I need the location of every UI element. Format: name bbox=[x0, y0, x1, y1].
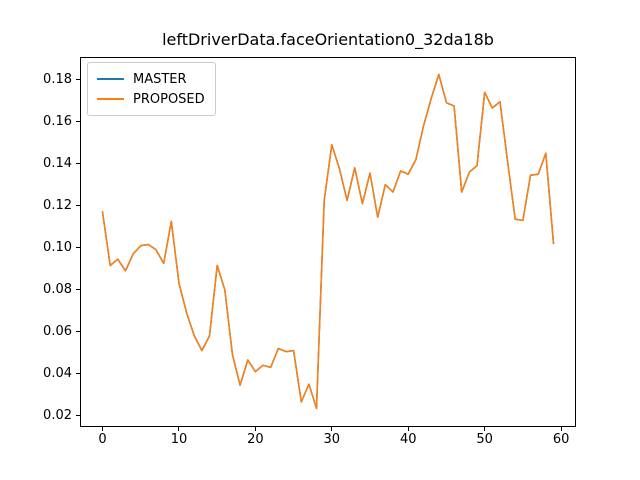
x-tick-label: 60 bbox=[552, 432, 570, 448]
x-tick-mark bbox=[560, 427, 562, 432]
y-tick-mark bbox=[76, 289, 80, 291]
master-line-swatch bbox=[97, 78, 124, 80]
x-tick-mark bbox=[484, 427, 486, 432]
legend-entry-master: MASTER bbox=[97, 69, 205, 89]
y-tick-label: 0.10 bbox=[43, 239, 72, 255]
legend-entry-proposed: PROPOSED bbox=[97, 89, 205, 109]
y-tick-mark bbox=[76, 373, 80, 375]
x-tick-label: 10 bbox=[170, 432, 188, 448]
y-tick-label: 0.02 bbox=[43, 407, 72, 423]
y-tick-label: 0.18 bbox=[43, 71, 72, 87]
y-tick-mark bbox=[76, 163, 80, 165]
x-tick-mark bbox=[102, 427, 104, 432]
plot-area bbox=[80, 57, 576, 427]
y-tick-label: 0.14 bbox=[43, 155, 72, 171]
y-tick-label: 0.16 bbox=[43, 113, 72, 129]
x-tick-label: 0 bbox=[98, 432, 107, 448]
x-tick-mark bbox=[178, 427, 180, 432]
y-tick-mark bbox=[76, 331, 80, 333]
chart-title: leftDriverData.faceOrientation0_32da18b bbox=[162, 30, 494, 49]
x-tick-label: 50 bbox=[476, 432, 493, 448]
y-tick-mark bbox=[76, 247, 80, 249]
y-tick-label: 0.04 bbox=[43, 365, 72, 381]
x-tick-mark bbox=[331, 427, 333, 432]
legend-box: MASTER PROPOSED bbox=[87, 62, 216, 116]
proposed-line-swatch bbox=[97, 98, 124, 100]
series-line-master bbox=[101, 73, 555, 410]
x-tick-label: 20 bbox=[247, 432, 264, 448]
legend-label-master: MASTER bbox=[133, 71, 187, 87]
x-tick-label: 40 bbox=[399, 432, 417, 448]
x-tick-mark bbox=[254, 427, 256, 432]
y-tick-mark bbox=[76, 121, 80, 123]
y-tick-label: 0.08 bbox=[43, 281, 72, 297]
x-tick-label: 30 bbox=[323, 432, 341, 448]
y-tick-mark bbox=[76, 415, 80, 417]
y-tick-mark bbox=[76, 205, 80, 207]
y-tick-label: 0.12 bbox=[43, 197, 72, 213]
legend-label-proposed: PROPOSED bbox=[133, 91, 205, 107]
y-tick-label: 0.06 bbox=[43, 323, 72, 339]
x-tick-mark bbox=[407, 427, 409, 432]
y-tick-mark bbox=[76, 79, 80, 81]
series-line-proposed bbox=[101, 73, 555, 410]
